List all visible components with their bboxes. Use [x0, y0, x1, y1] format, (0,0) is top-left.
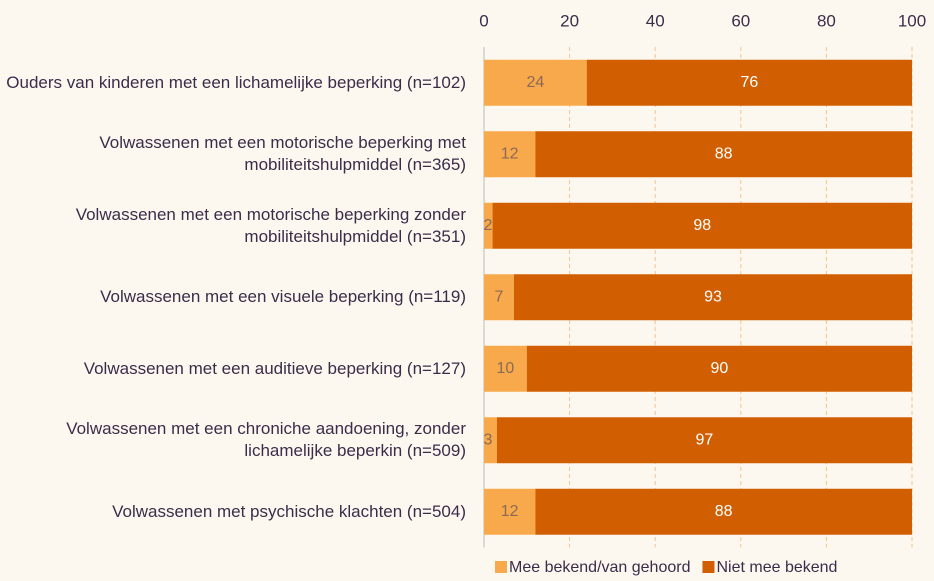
category-label: Volwassenen met psychische klachten (n=5… [112, 501, 466, 521]
legend-swatch [702, 561, 715, 573]
value-label: 2 [484, 217, 493, 234]
bar-segment [535, 131, 912, 178]
x-tick-label: 80 [817, 11, 836, 30]
value-label: 93 [704, 288, 722, 305]
bar-segment [535, 488, 912, 535]
value-label: 88 [715, 503, 733, 520]
x-tick-label: 60 [731, 11, 750, 30]
x-tick-label: 0 [479, 11, 488, 30]
value-label: 7 [495, 288, 504, 305]
category-label: Volwassenen met een visuele beperking (n… [100, 287, 466, 307]
bar-segment [484, 274, 514, 321]
x-tick-label: 40 [646, 11, 665, 30]
x-tick-label: 20 [560, 11, 579, 30]
bar-segment [526, 345, 912, 392]
category-label: Volwassenen met een chroniche aandoening… [66, 419, 466, 461]
bar-segment [484, 488, 536, 535]
bar-segment [496, 417, 912, 464]
bar-segment [513, 274, 912, 321]
bar-segment [484, 417, 497, 464]
value-label: 10 [497, 360, 515, 377]
bar-segment [484, 131, 536, 178]
legend-label: Mee bekend/van gehoord [509, 559, 690, 576]
value-label: 98 [693, 217, 711, 234]
category-label: Volwassenen met een auditieve beperking … [83, 358, 466, 378]
value-label: 90 [711, 360, 729, 377]
bar-segment [586, 59, 912, 106]
value-label: 88 [715, 145, 733, 162]
value-label: 76 [740, 74, 758, 91]
value-label: 12 [501, 503, 519, 520]
value-label: 12 [501, 145, 519, 162]
legend-swatch [495, 561, 507, 573]
category-label: Volwassenen met een motorische beperking… [99, 133, 466, 175]
category-label: Volwassenen met een motorische beperking… [75, 204, 466, 246]
value-label: 97 [696, 431, 714, 448]
value-label: 3 [484, 431, 493, 448]
category-label: Ouders van kinderen met een lichamelijke… [6, 72, 466, 92]
bar-segment [484, 59, 587, 106]
x-tick-label: 100 [898, 11, 926, 30]
value-label: 24 [526, 74, 544, 91]
legend-label: Niet mee bekend [716, 559, 837, 576]
bar-segment [492, 202, 912, 249]
bar-segment [484, 202, 493, 249]
bar-segment [484, 345, 527, 392]
